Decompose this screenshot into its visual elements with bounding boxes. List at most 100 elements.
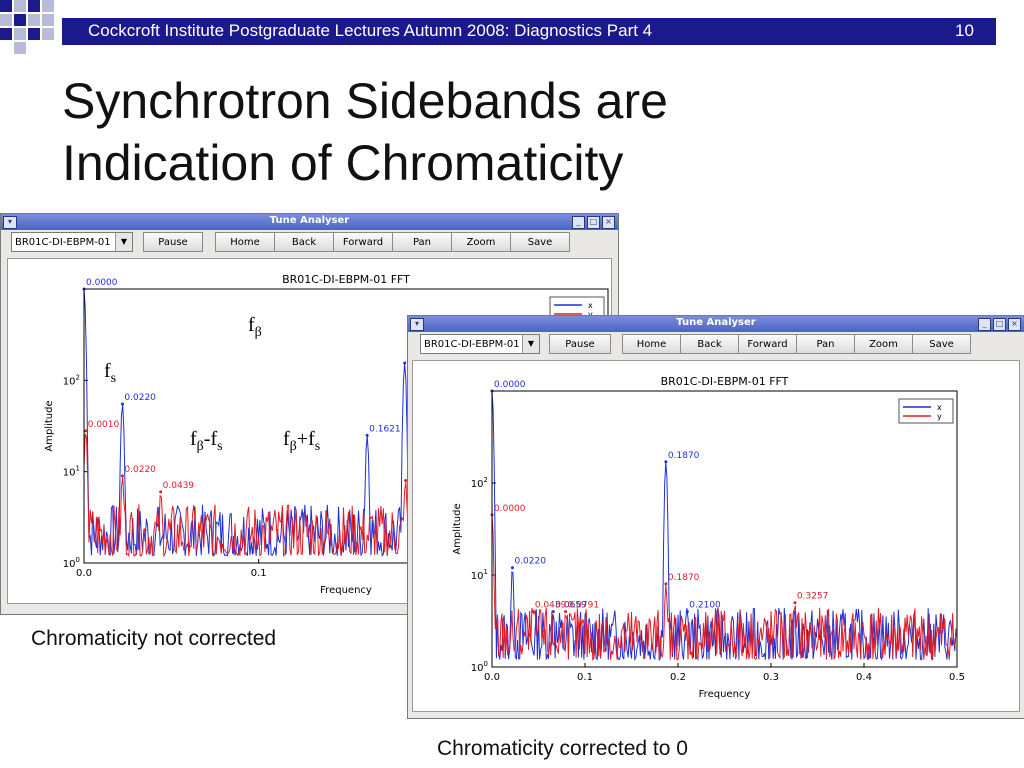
- forward-button[interactable]: Forward: [333, 232, 393, 252]
- chevron-down-icon[interactable]: ▼: [522, 335, 539, 353]
- peak-label-x: 0.1621: [369, 424, 401, 434]
- back-button[interactable]: Back: [274, 232, 334, 252]
- peak-label-y: 0.0791: [568, 601, 600, 611]
- x-tick-label: 0.0: [484, 672, 500, 683]
- peak-label-y: 0.0220: [124, 465, 156, 475]
- peak-point-x: [551, 610, 555, 614]
- chevron-down-icon[interactable]: ▼: [115, 233, 132, 251]
- peak-point-y: [404, 479, 408, 483]
- plot-frame: [491, 390, 958, 668]
- x-tick-label: 0.3: [763, 672, 779, 683]
- window-titlebar[interactable]: ▾ Tune Analyser _ □ ×: [1, 214, 618, 230]
- bpm-select-value: BR01C-DI-EBPM-01: [424, 339, 520, 350]
- maximize-icon[interactable]: □: [587, 216, 600, 229]
- peak-label-y: 0.0010: [88, 420, 120, 430]
- tune-analyser-window-right: ▾ Tune Analyser _ □ × BR01C-DI-EBPM-01 ▼…: [407, 315, 1024, 719]
- peak-point-x: [510, 566, 514, 570]
- peak-point-x: [120, 402, 124, 406]
- peak-label-x: 0.2100: [689, 601, 721, 611]
- home-button[interactable]: Home: [215, 232, 275, 252]
- logo-square-2: [14, 0, 26, 12]
- legend-label-x: x: [588, 301, 593, 310]
- x-tick-label: 0.5: [949, 672, 965, 683]
- legend-box: [898, 398, 954, 424]
- bpm-select[interactable]: BR01C-DI-EBPM-01 ▼: [11, 232, 133, 252]
- x-tick-label: 0.0: [76, 568, 92, 579]
- chart-title: BR01C-DI-EBPM-01 FFT: [282, 273, 410, 286]
- header-bar: [62, 18, 996, 45]
- save-button[interactable]: Save: [510, 232, 570, 252]
- peak-label-x: 0.1870: [668, 451, 700, 461]
- x-tick-label: 0.4: [856, 672, 872, 683]
- peak-label-y: 0.0439: [163, 481, 195, 491]
- peak-label-y: 0.0000: [494, 504, 526, 514]
- y-tick-label: 101: [63, 465, 80, 479]
- page-number: 10: [955, 21, 974, 40]
- close-icon[interactable]: ×: [1008, 318, 1021, 331]
- logo-square-5: [0, 14, 12, 26]
- logo-square-13: [14, 42, 26, 54]
- logo-square-4: [42, 0, 54, 12]
- y-axis-label: Amplitude: [452, 503, 463, 554]
- chart-title: BR01C-DI-EBPM-01 FFT: [661, 375, 789, 388]
- x-tick-label: 0.1: [251, 568, 267, 579]
- toolbar: BR01C-DI-EBPM-01 ▼ Pause Home Back Forwa…: [7, 232, 612, 254]
- x-tick-label: 0.1: [577, 672, 593, 683]
- toolbar: BR01C-DI-EBPM-01 ▼ Pause Home Back Forwa…: [414, 334, 1018, 356]
- peak-point-y: [531, 610, 535, 614]
- pan-button[interactable]: Pan: [796, 334, 855, 354]
- peak-label-x: 0.0000: [86, 278, 118, 288]
- logo-square-1: [0, 0, 12, 12]
- peak-point-x: [403, 361, 407, 365]
- save-button[interactable]: Save: [912, 334, 971, 354]
- slide-title: Synchrotron Sidebands are Indication of …: [62, 73, 668, 191]
- window-title: Tune Analyser: [676, 317, 756, 328]
- peak-label-y: 0.1870: [668, 573, 700, 583]
- maximize-icon[interactable]: □: [993, 318, 1006, 331]
- forward-button[interactable]: Forward: [738, 334, 797, 354]
- pan-button[interactable]: Pan: [392, 232, 452, 252]
- peak-point-y: [564, 610, 568, 614]
- peak-point-x: [365, 433, 369, 437]
- logo-square-10: [42, 14, 54, 26]
- zoom-button[interactable]: Zoom: [451, 232, 511, 252]
- minimize-icon[interactable]: _: [978, 318, 991, 331]
- window-menu-icon[interactable]: ▾: [3, 216, 17, 229]
- logo-square-12: [42, 28, 54, 40]
- x-axis-label: Frequency: [320, 585, 372, 596]
- legend-label-y: y: [937, 412, 942, 421]
- legend-label-y: y: [588, 310, 593, 319]
- back-button[interactable]: Back: [680, 334, 739, 354]
- bpm-select[interactable]: BR01C-DI-EBPM-01 ▼: [420, 334, 540, 354]
- bpm-select-value: BR01C-DI-EBPM-01: [15, 237, 111, 248]
- series-line-y: [491, 514, 958, 662]
- peak-point-y: [120, 474, 124, 478]
- logo-square-3: [28, 0, 40, 12]
- annotation-f-beta-minus-f-s: fβ-fs: [190, 428, 223, 454]
- y-axis-label: Amplitude: [44, 400, 55, 451]
- logo-square-7: [28, 14, 40, 26]
- annotation-f-s: fs: [104, 360, 117, 386]
- caption-right: Chromaticity corrected to 0: [437, 737, 688, 760]
- window-titlebar[interactable]: ▾ Tune Analyser _ □ ×: [408, 316, 1024, 332]
- peak-point-y: [159, 490, 163, 494]
- annotation-f-beta-plus-f-s: fβ+fs: [283, 428, 321, 454]
- peak-label-x: 0.0000: [494, 380, 526, 390]
- pause-button[interactable]: Pause: [143, 232, 203, 252]
- zoom-button[interactable]: Zoom: [854, 334, 913, 354]
- peak-label-x: 0.0659: [555, 601, 587, 611]
- peak-point-y: [84, 429, 88, 433]
- peak-label-y: 0.3257: [797, 592, 829, 602]
- pause-button[interactable]: Pause: [549, 334, 611, 354]
- header-text: Cockcroft Institute Postgraduate Lecture…: [88, 21, 653, 40]
- x-tick-label: 0.2: [670, 672, 686, 683]
- logo-square-9: [14, 28, 26, 40]
- peak-label-x: 0.0220: [514, 557, 546, 567]
- fft-chart-right: BR01C-DI-EBPM-01 FFT Frequency Amplitude 0.…: [452, 375, 965, 700]
- peak-point-y: [793, 601, 797, 605]
- peak-label-y: 0.0439: [535, 601, 567, 611]
- home-button[interactable]: Home: [622, 334, 681, 354]
- close-icon[interactable]: ×: [602, 216, 615, 229]
- window-menu-icon[interactable]: ▾: [410, 318, 424, 331]
- minimize-icon[interactable]: _: [572, 216, 585, 229]
